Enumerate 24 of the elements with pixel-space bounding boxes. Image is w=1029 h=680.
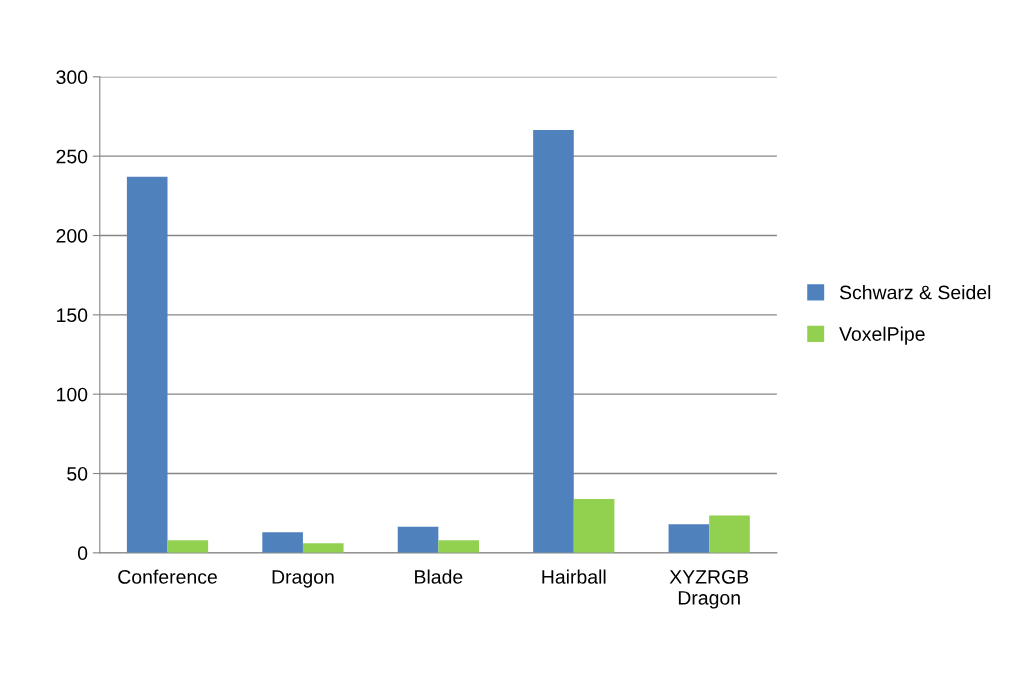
y-tick-label: 150	[57, 308, 88, 323]
x-tick-label: Blade	[415, 569, 463, 584]
y-tick-label: 300	[56, 70, 88, 85]
bar	[709, 515, 750, 553]
bar	[126, 176, 168, 553]
y-tick-label: 250	[56, 149, 88, 164]
y-tick-label: 200	[56, 228, 88, 243]
bar	[262, 532, 303, 553]
x-tick-label: Hairball	[542, 569, 606, 584]
bar	[302, 543, 344, 553]
bar	[533, 129, 574, 553]
bar	[397, 526, 439, 553]
x-tick-label: Dragon	[272, 570, 334, 588]
legend-label: VoxelPipe	[839, 326, 925, 345]
x-tick-label: XYZRGB Dragon	[669, 570, 749, 609]
y-tick-label: 50	[67, 466, 88, 481]
bar	[668, 524, 710, 553]
bar	[167, 540, 209, 553]
bar	[573, 498, 615, 553]
x-tick-label: Conference	[118, 569, 217, 584]
bar	[438, 540, 479, 553]
y-tick-label: 100	[57, 387, 88, 402]
y-tick-label: 0	[77, 546, 88, 561]
legend-label: Schwarz & Seidel	[839, 285, 991, 300]
